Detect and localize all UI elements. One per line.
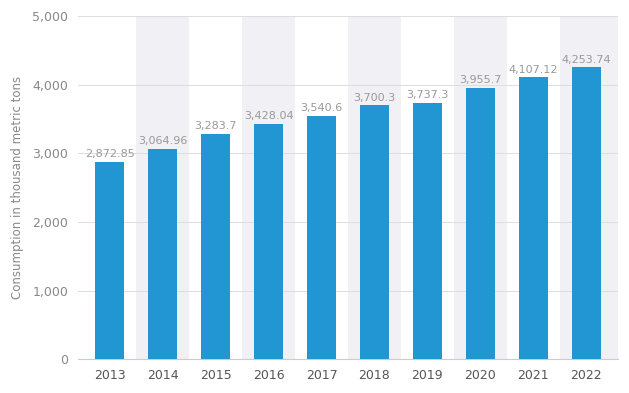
- Bar: [360, 105, 389, 359]
- Text: 3,700.3: 3,700.3: [353, 92, 396, 103]
- Bar: [572, 67, 601, 359]
- Bar: [519, 77, 548, 359]
- Bar: [242, 16, 295, 359]
- Text: 3,283.7: 3,283.7: [194, 121, 237, 131]
- Text: 3,064.96: 3,064.96: [138, 136, 187, 146]
- Text: 3,540.6: 3,540.6: [301, 103, 343, 114]
- Bar: [560, 16, 613, 359]
- Text: 3,955.7: 3,955.7: [459, 75, 501, 85]
- Bar: [465, 88, 495, 359]
- Bar: [454, 16, 507, 359]
- Text: 3,737.3: 3,737.3: [406, 90, 448, 100]
- Text: 2,872.85: 2,872.85: [85, 149, 135, 159]
- Text: 4,107.12: 4,107.12: [508, 64, 558, 75]
- Bar: [254, 124, 283, 359]
- Text: 4,253.74: 4,253.74: [561, 55, 611, 64]
- Text: 3,428.04: 3,428.04: [244, 111, 294, 121]
- Y-axis label: Consumption in thousand metric tons: Consumption in thousand metric tons: [11, 76, 24, 299]
- Bar: [201, 134, 230, 359]
- Bar: [307, 116, 336, 359]
- Bar: [613, 16, 618, 359]
- Bar: [96, 162, 125, 359]
- Bar: [348, 16, 401, 359]
- Bar: [148, 149, 177, 359]
- Bar: [413, 103, 442, 359]
- Bar: [136, 16, 189, 359]
